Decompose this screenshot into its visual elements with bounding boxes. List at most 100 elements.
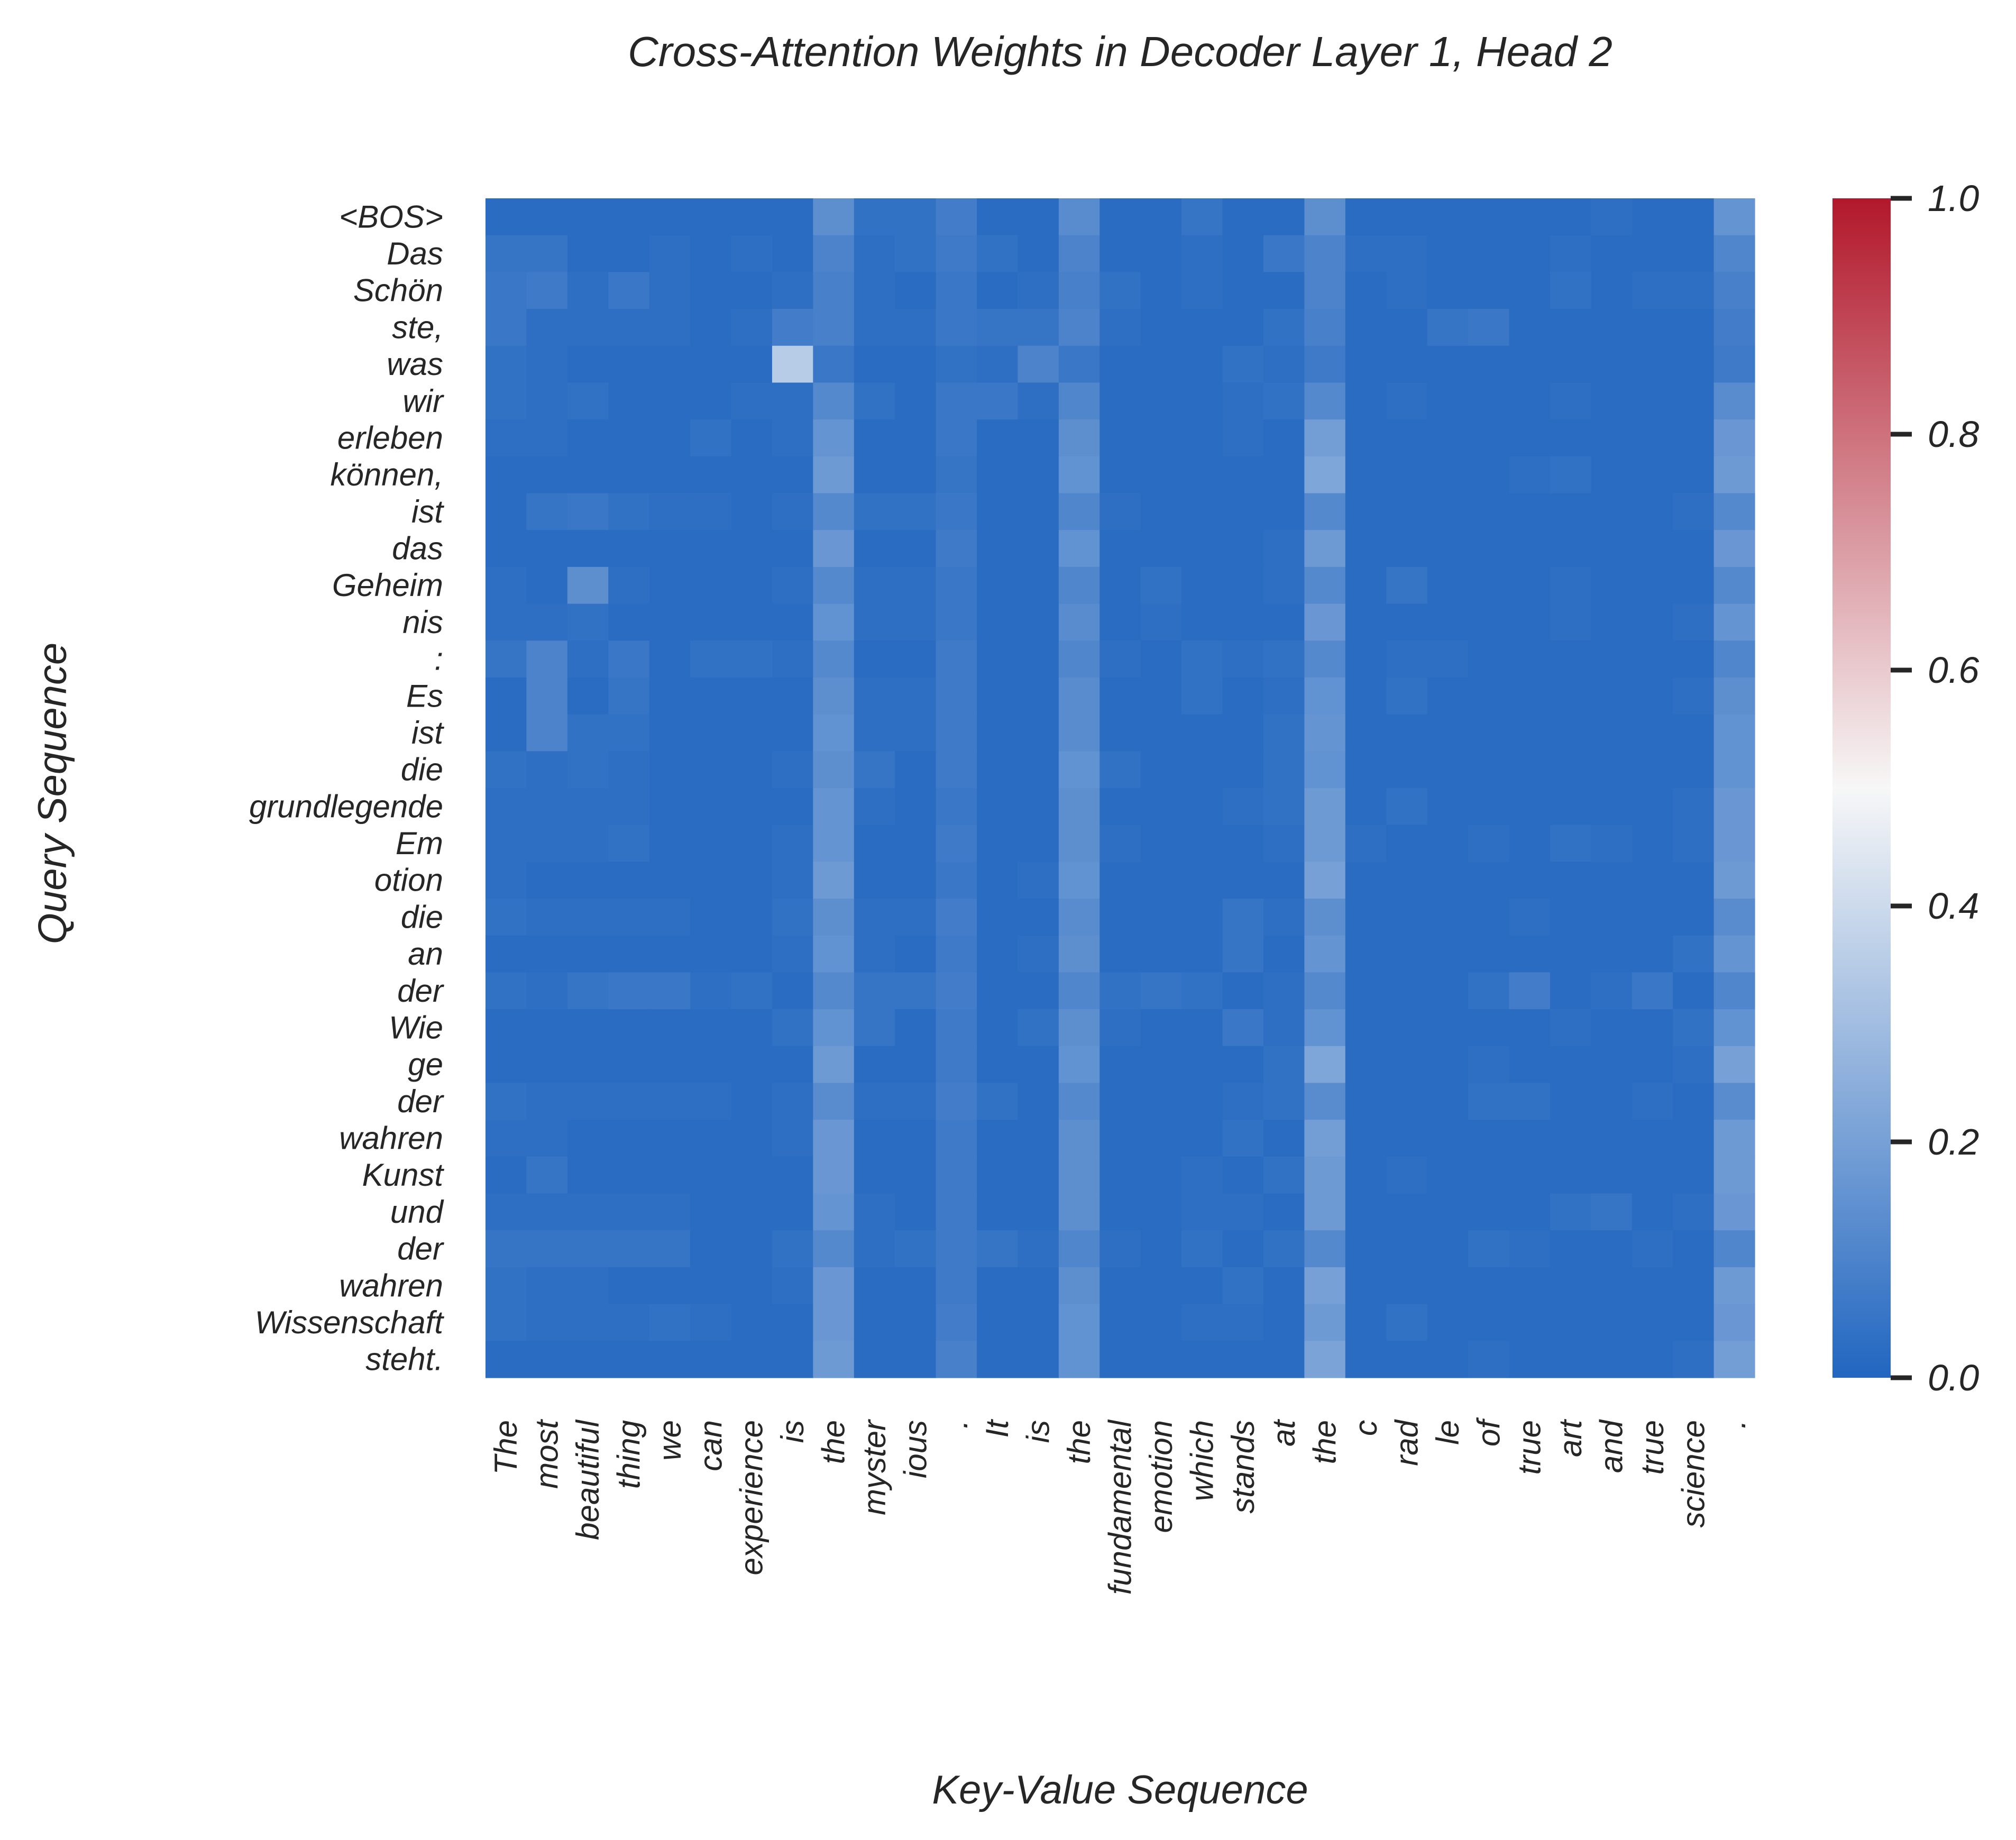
heatmap-cell — [977, 640, 1019, 678]
heatmap-cell — [608, 677, 650, 715]
heatmap-cell — [1018, 235, 1059, 272]
heatmap-cell — [567, 862, 609, 899]
heatmap-cell — [1509, 309, 1551, 346]
heatmap-cell — [1304, 382, 1346, 420]
heatmap-cell — [1018, 1267, 1059, 1305]
y-tick-label: Em — [396, 826, 443, 861]
heatmap-cell — [854, 309, 895, 346]
heatmap-cell — [1058, 788, 1100, 826]
heatmap-cell — [1181, 1267, 1223, 1305]
heatmap-cell — [1673, 1304, 1715, 1341]
heatmap-cell — [1222, 1046, 1264, 1084]
heatmap-cell — [485, 1304, 527, 1341]
heatmap-cell — [1181, 382, 1223, 420]
heatmap-cell — [1550, 493, 1591, 530]
heatmap-cell — [1427, 1267, 1469, 1305]
heatmap-cell — [1222, 272, 1264, 309]
heatmap-cell — [1509, 862, 1551, 899]
heatmap-cell — [813, 1230, 855, 1268]
heatmap-cell — [1673, 1083, 1715, 1120]
heatmap-cell — [1509, 972, 1551, 1010]
heatmap-cell — [608, 1009, 650, 1047]
heatmap-cell — [526, 899, 568, 936]
heatmap-cell — [1386, 1267, 1428, 1305]
heatmap-cell — [1018, 1009, 1059, 1047]
heatmap-cell — [1673, 272, 1715, 309]
y-tick-label: Wie — [389, 1010, 443, 1045]
heatmap-cell — [485, 1267, 527, 1305]
heatmap-cell — [649, 603, 691, 641]
heatmap-cell — [1673, 899, 1715, 936]
heatmap-cell — [1550, 1156, 1591, 1194]
heatmap-cell — [1345, 788, 1387, 826]
heatmap-cell — [1345, 456, 1387, 494]
heatmap-cell — [895, 566, 937, 605]
heatmap-cell — [1509, 677, 1551, 715]
heatmap-cell — [1099, 456, 1141, 494]
heatmap-cell — [608, 751, 650, 789]
heatmap-cell — [567, 1267, 609, 1305]
heatmap-cell — [1468, 1230, 1510, 1268]
heatmap-cell — [1386, 935, 1428, 973]
heatmap-cell — [1181, 566, 1223, 605]
heatmap-cell — [1099, 419, 1141, 457]
heatmap-cell — [1222, 1083, 1264, 1120]
heatmap-cell — [772, 1341, 813, 1378]
heatmap-cell — [1140, 419, 1182, 457]
heatmap-cell — [1468, 825, 1510, 862]
y-tick-label: Das — [387, 236, 443, 271]
heatmap-cell — [485, 382, 527, 420]
heatmap-cell — [1509, 1304, 1551, 1341]
heatmap-cell — [936, 530, 977, 567]
heatmap-cell — [1181, 825, 1223, 862]
heatmap-cell — [977, 1230, 1019, 1268]
heatmap-cell — [1018, 1304, 1059, 1341]
heatmap-cell — [1713, 1009, 1755, 1047]
heatmap-cell — [1018, 1083, 1059, 1120]
heatmap-cell — [1304, 862, 1346, 899]
heatmap-cell — [526, 198, 568, 236]
heatmap-cell — [1509, 382, 1551, 420]
heatmap-cell — [608, 309, 650, 346]
heatmap-cell — [526, 603, 568, 641]
heatmap-cell — [1345, 382, 1387, 420]
heatmap-cell — [1018, 751, 1059, 789]
heatmap-cell — [1509, 935, 1551, 973]
heatmap-cell — [649, 530, 691, 567]
heatmap-cell — [1673, 382, 1715, 420]
heatmap-cell — [1673, 825, 1715, 862]
heatmap-cell — [690, 1304, 732, 1341]
heatmap-cell — [1140, 972, 1182, 1010]
x-tick-labels: The most beautiful thing we can experience is th… — [488, 1417, 1752, 1595]
heatmap-cell — [1222, 751, 1264, 789]
heatmap-cell — [1222, 1230, 1264, 1268]
heatmap-cell — [1591, 935, 1633, 973]
heatmap-cell — [895, 899, 937, 936]
heatmap-cell — [1099, 235, 1141, 272]
heatmap-cell — [1468, 751, 1510, 789]
heatmap-cell — [526, 309, 568, 346]
heatmap-cell — [977, 1304, 1019, 1341]
heatmap-cell — [977, 198, 1019, 236]
heatmap-cell — [1509, 1120, 1551, 1157]
heatmap-cell — [895, 1083, 937, 1120]
heatmap-cell — [731, 714, 773, 752]
heatmap-cell — [731, 972, 773, 1010]
heatmap-cell — [1673, 1193, 1715, 1231]
heatmap-cell — [1263, 862, 1305, 899]
heatmap-cell — [1345, 714, 1387, 752]
x-tick-label: . — [939, 1420, 974, 1429]
heatmap-cell — [977, 1267, 1019, 1305]
heatmap-cell — [526, 935, 568, 973]
heatmap-cell — [1058, 493, 1100, 530]
heatmap-cell — [1222, 1304, 1264, 1341]
heatmap-cell — [977, 825, 1019, 862]
heatmap-cell — [1058, 419, 1100, 457]
heatmap-cell — [1386, 603, 1428, 641]
heatmap-cell — [608, 1341, 650, 1378]
heatmap-cell — [731, 382, 773, 420]
heatmap-cell — [895, 382, 937, 420]
heatmap-cell — [690, 1083, 732, 1120]
heatmap-cell — [1386, 1193, 1428, 1231]
heatmap-cell — [1058, 677, 1100, 715]
